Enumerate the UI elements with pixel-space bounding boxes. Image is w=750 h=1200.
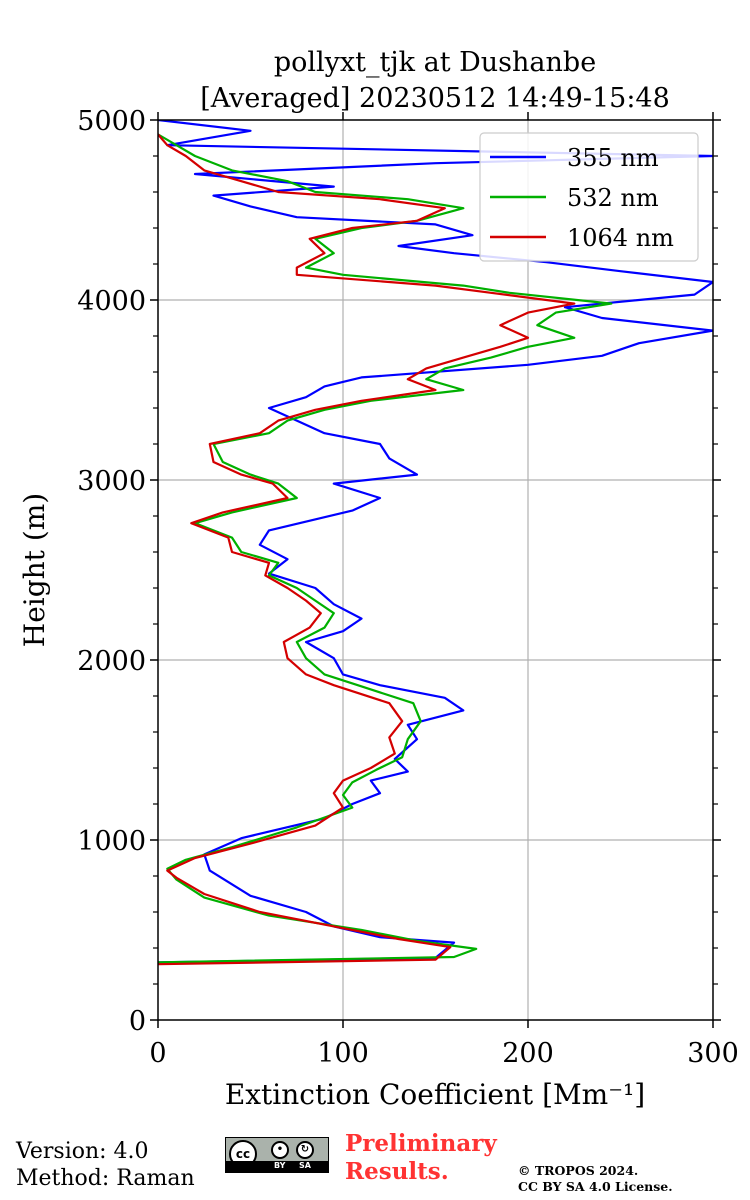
series-line-355-nm xyxy=(158,120,713,964)
grid-lines xyxy=(158,120,713,1020)
y-tick-label-1: 1000 xyxy=(77,826,146,857)
y-tick-label-4: 4000 xyxy=(77,286,146,317)
legend-label-355-nm: 355 nm xyxy=(567,144,659,172)
x-axis-label: Extinction Coefficient [Mm⁻¹] xyxy=(225,1078,645,1111)
x-tick-label-3: 300 xyxy=(687,1038,739,1069)
y-tick-label-5: 5000 xyxy=(77,106,146,137)
preliminary-line1: Preliminary xyxy=(345,1130,497,1157)
legend-label-532-nm: 532 nm xyxy=(567,184,659,212)
license-by-text: BY xyxy=(274,1161,286,1170)
y-axis-label: Height (m) xyxy=(18,493,51,647)
series-lines xyxy=(158,120,713,966)
x-tick-label-0: 0 xyxy=(149,1038,166,1069)
cc-by-sa-icon: cc • ↻ BY SA xyxy=(225,1137,329,1173)
version-text: Version: 4.0 xyxy=(16,1139,149,1164)
legend: 355 nm 532 nm 1064 nm xyxy=(479,132,699,262)
preliminary-line2: Results. xyxy=(345,1158,449,1185)
license-sa-text: SA xyxy=(299,1161,311,1170)
y-tick-label-3: 3000 xyxy=(77,466,146,497)
copyright-line2: CC BY SA 4.0 License. xyxy=(518,1179,673,1194)
y-tick-label-2: 2000 xyxy=(77,646,146,677)
chart-title-line1: pollyxt_tjk at Dushanbe xyxy=(274,47,596,78)
x-tick-label-2: 200 xyxy=(502,1038,554,1069)
copyright-line1: © TROPOS 2024. xyxy=(518,1163,639,1178)
copyright-notice: © TROPOS 2024. CC BY SA 4.0 License. xyxy=(518,1163,673,1195)
share-alike-icon: ↻ xyxy=(296,1141,314,1159)
legend-box xyxy=(479,132,699,262)
footer-version-block: Version: 4.0 Method: Raman xyxy=(16,1138,195,1192)
legend-label-1064-nm: 1064 nm xyxy=(567,224,674,252)
y-tick-label-0: 0 xyxy=(129,1006,146,1037)
preliminary-results-notice: Preliminary Results. xyxy=(345,1130,497,1186)
plot-frame xyxy=(157,119,714,1021)
attribution-person-icon: • xyxy=(271,1141,289,1159)
series-line-1064-nm xyxy=(158,133,576,966)
x-tick-label-1: 100 xyxy=(317,1038,369,1069)
series-line-532-nm xyxy=(158,133,613,964)
chart-title-line2: [Averaged] 20230512 14:49-15:48 xyxy=(200,83,670,114)
method-text: Method: Raman xyxy=(16,1166,195,1191)
